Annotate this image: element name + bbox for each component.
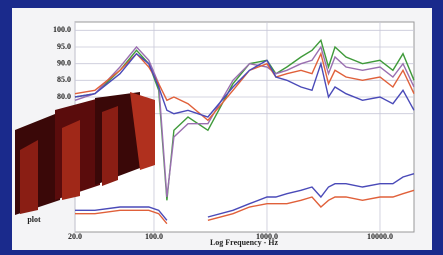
y-tick-label: 80.0 bbox=[57, 92, 71, 101]
x-tick-label: 10000.0 bbox=[367, 232, 393, 241]
x-tick-label: 100.0 bbox=[145, 232, 163, 241]
y-tick-label: 95.0 bbox=[57, 42, 71, 51]
y-tick-label: 100.0 bbox=[53, 25, 71, 34]
y-tick-label: 90.0 bbox=[57, 58, 71, 67]
page: {"chart_data": {"type": "line", "x_label… bbox=[0, 0, 443, 255]
corner-label: plot bbox=[27, 215, 41, 224]
y-tick-label: 85.0 bbox=[57, 75, 71, 84]
x-tick-label: 20.0 bbox=[68, 232, 82, 241]
chart: Log Frequency - Hz plot 100.095.090.085.… bbox=[0, 0, 443, 255]
x-tick-label: 1000.0 bbox=[256, 232, 278, 241]
